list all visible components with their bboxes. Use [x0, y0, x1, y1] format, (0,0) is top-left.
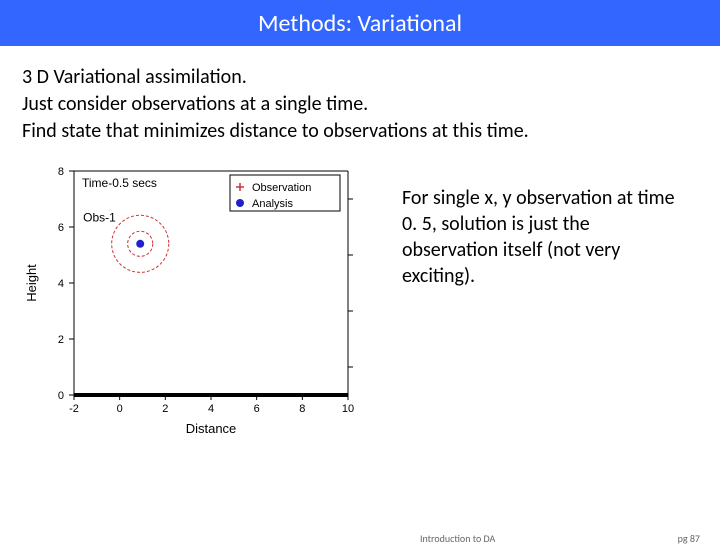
svg-text:10: 10	[342, 403, 354, 415]
svg-text:Obs-1: Obs-1	[83, 210, 116, 224]
footer-center-text: Introduction to DA	[420, 532, 495, 545]
svg-text:8: 8	[299, 403, 305, 415]
svg-text:6: 6	[58, 222, 64, 234]
svg-text:4: 4	[208, 403, 214, 415]
content-row: -2 0 2 4 6 8 10 0 2 4 6 8 Distance Height Time-0.5 sec…	[0, 155, 720, 445]
svg-text:8: 8	[58, 166, 64, 178]
footer-page-number: pg 87	[678, 532, 700, 545]
svg-text:Height: Height	[24, 264, 39, 302]
body-text-block: 3 D Variational assimilation. Just consi…	[0, 46, 720, 155]
svg-text:Analysis: Analysis	[252, 198, 293, 210]
body-line-2: Just consider observations at a single t…	[22, 91, 698, 118]
svg-text:2: 2	[58, 334, 64, 346]
svg-text:Distance: Distance	[186, 421, 237, 436]
svg-text:Time-0.5 secs: Time-0.5 secs	[82, 176, 157, 190]
svg-text:0: 0	[117, 403, 123, 415]
svg-text:0: 0	[58, 390, 64, 402]
title-bar: Methods: Variational	[0, 0, 720, 46]
svg-text:6: 6	[254, 403, 260, 415]
body-line-1: 3 D Variational assimilation.	[22, 64, 698, 91]
svg-text:-2: -2	[69, 403, 79, 415]
chart-svg: -2 0 2 4 6 8 10 0 2 4 6 8 Distance Height Time-0.5 sec…	[18, 155, 378, 445]
body-line-3: Find state that minimizes distance to ob…	[22, 118, 698, 145]
side-paragraph: For single x, y observation at time 0. 5…	[378, 155, 702, 289]
svg-text:2: 2	[162, 403, 168, 415]
slide-title: Methods: Variational	[258, 9, 462, 38]
svg-text:4: 4	[58, 278, 64, 290]
svg-text:Observation: Observation	[252, 182, 311, 194]
chart-container: -2 0 2 4 6 8 10 0 2 4 6 8 Distance Height Time-0.5 sec…	[18, 155, 378, 445]
